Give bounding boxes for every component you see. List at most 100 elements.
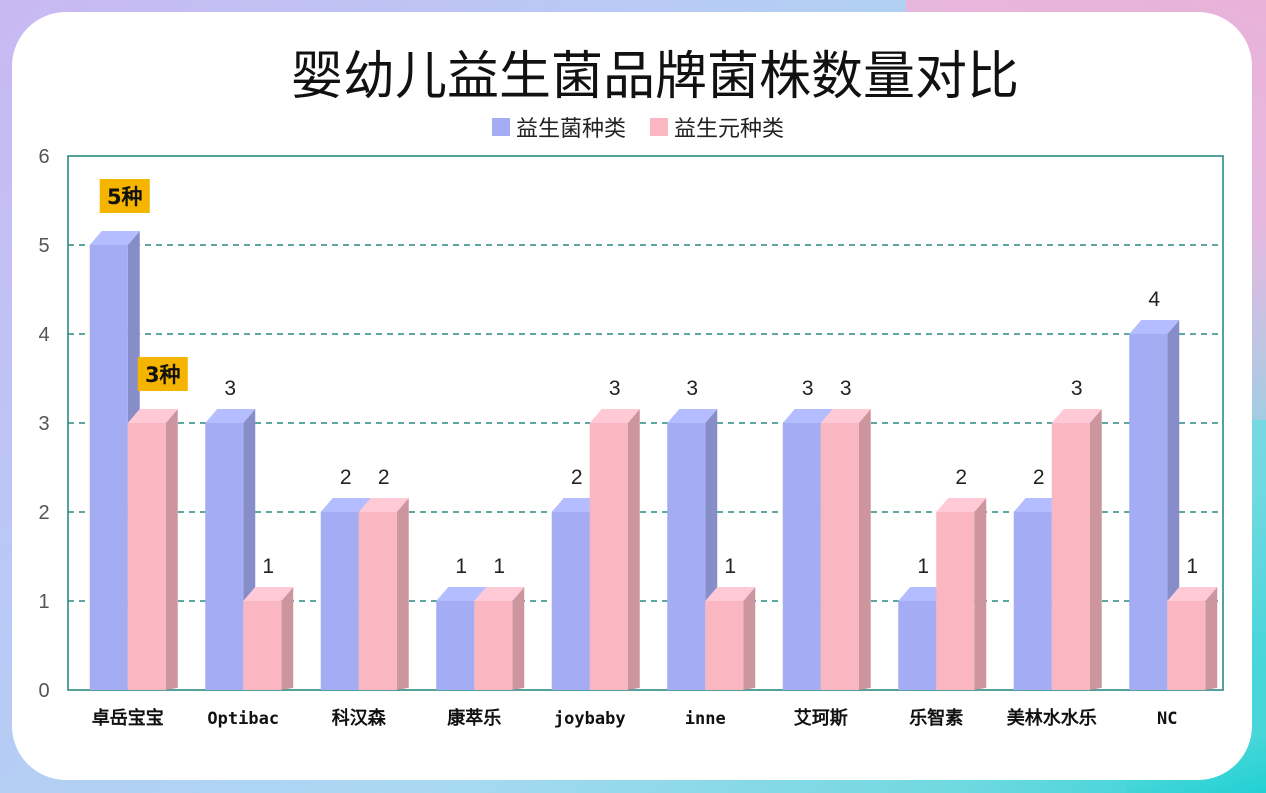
x-tick-label: 美林水水乐 (1007, 707, 1097, 729)
bar-prebiotic (936, 498, 987, 690)
data-label: 2 (571, 466, 583, 489)
data-label: 1 (493, 555, 505, 578)
bar-side (396, 498, 409, 690)
callout-text: 5种 (107, 185, 143, 209)
bar-prebiotic (1051, 409, 1102, 690)
bar-prebiotic (1167, 587, 1218, 690)
bar-side (281, 587, 294, 690)
bar-side (165, 409, 178, 690)
bar-front (474, 601, 513, 690)
callout-box (137, 357, 188, 391)
y-tick-label: 4 (38, 324, 49, 346)
bar-front (205, 423, 244, 690)
legend-swatch-probiotic (492, 118, 510, 136)
bar-top (1129, 320, 1180, 334)
bar-top (667, 409, 718, 423)
data-labels: 3 1 2 2 1 1 2 3 3 1 3 3 1 2 2 3 4 1 5种 3种 (99, 179, 1198, 578)
data-label: 2 (378, 466, 390, 489)
legend-label-prebiotic: 益生元种类 (674, 117, 784, 142)
bar-top (358, 498, 409, 512)
bar-front (243, 601, 282, 690)
data-label: 3 (1071, 377, 1083, 400)
bar-top (474, 587, 525, 601)
bar-side (858, 409, 871, 690)
data-label: 4 (1148, 288, 1160, 311)
data-label: 2 (1033, 466, 1045, 489)
bar-top (936, 498, 987, 512)
bar-top (820, 409, 871, 423)
bar-top (589, 409, 640, 423)
data-label: 3 (224, 377, 236, 400)
data-label: 3 (609, 377, 621, 400)
bar-top (898, 587, 949, 601)
data-label: 1 (455, 555, 467, 578)
bar-front (589, 423, 628, 690)
bar-front (551, 512, 590, 690)
x-tick-label: 卓岳宝宝 (92, 707, 164, 729)
bar-front (1051, 423, 1090, 690)
y-tick-label: 6 (38, 146, 49, 168)
bar-prebiotic (705, 587, 756, 690)
bar-front (1013, 512, 1052, 690)
bar-top (436, 587, 487, 601)
bar-front (1167, 601, 1206, 690)
bar-prebiotic (474, 587, 525, 690)
bar-front (1129, 334, 1168, 690)
bar-top (1051, 409, 1102, 423)
bar-front (936, 512, 975, 690)
y-tick-label: 2 (38, 502, 49, 524)
y-axis-ticks: 0 1 2 3 4 5 6 (38, 146, 49, 702)
bar-side (974, 498, 987, 690)
bar-top (782, 409, 833, 423)
data-label: 3 (686, 377, 698, 400)
x-tick-label: 乐智素 (909, 707, 963, 729)
bar-front (436, 601, 475, 690)
x-tick-label: inne (685, 709, 726, 729)
bar-front (782, 423, 821, 690)
callout-label: 3种 (137, 357, 188, 391)
legend-swatch-prebiotic (650, 118, 668, 136)
bar-side (512, 587, 525, 690)
callout-text: 3种 (145, 363, 181, 387)
bar-prebiotic (358, 498, 409, 690)
data-label: 1 (1186, 555, 1198, 578)
bar-front (358, 512, 397, 690)
legend-label-probiotic: 益生菌种类 (516, 117, 626, 142)
y-tick-label: 5 (38, 235, 49, 257)
bar-probiotic (1013, 498, 1064, 690)
x-tick-label: 科汉森 (332, 707, 387, 729)
x-tick-label: NC (1157, 709, 1177, 729)
bar-prebiotic (127, 409, 178, 690)
chart-title: 婴幼儿益生菌品牌菌株数量对比 (291, 47, 1019, 107)
x-tick-label: joybaby (554, 709, 626, 729)
data-label: 1 (917, 555, 929, 578)
bars (89, 231, 1218, 690)
bar-side (627, 409, 640, 690)
bar-front (320, 512, 359, 690)
y-tick-label: 0 (38, 680, 49, 702)
callout-box (99, 179, 150, 213)
bar-top (89, 231, 140, 245)
bar-top (1013, 498, 1064, 512)
bar-side (1089, 409, 1102, 690)
bar-side (743, 587, 756, 690)
bar-top (205, 409, 256, 423)
bar-top (551, 498, 602, 512)
data-label: 2 (955, 466, 967, 489)
bar-top (1167, 587, 1218, 601)
x-tick-label: 艾珂斯 (794, 707, 848, 729)
bar-front (705, 601, 744, 690)
bar-front (127, 423, 166, 690)
bar-top (705, 587, 756, 601)
data-label: 1 (262, 555, 274, 578)
x-axis-ticks: 卓岳宝宝 Optibac 科汉森 康萃乐 joybaby inne 艾珂斯 乐智素 美林水水乐 N… (92, 707, 1178, 729)
data-label: 3 (840, 377, 852, 400)
callout-label: 5种 (99, 179, 150, 213)
bar-prebiotic (820, 409, 871, 690)
bar-side (1205, 587, 1218, 690)
bar-top (320, 498, 371, 512)
bar-front (898, 601, 937, 690)
legend: 益生菌种类 益生元种类 (492, 117, 784, 142)
bar-prebiotic (243, 587, 294, 690)
